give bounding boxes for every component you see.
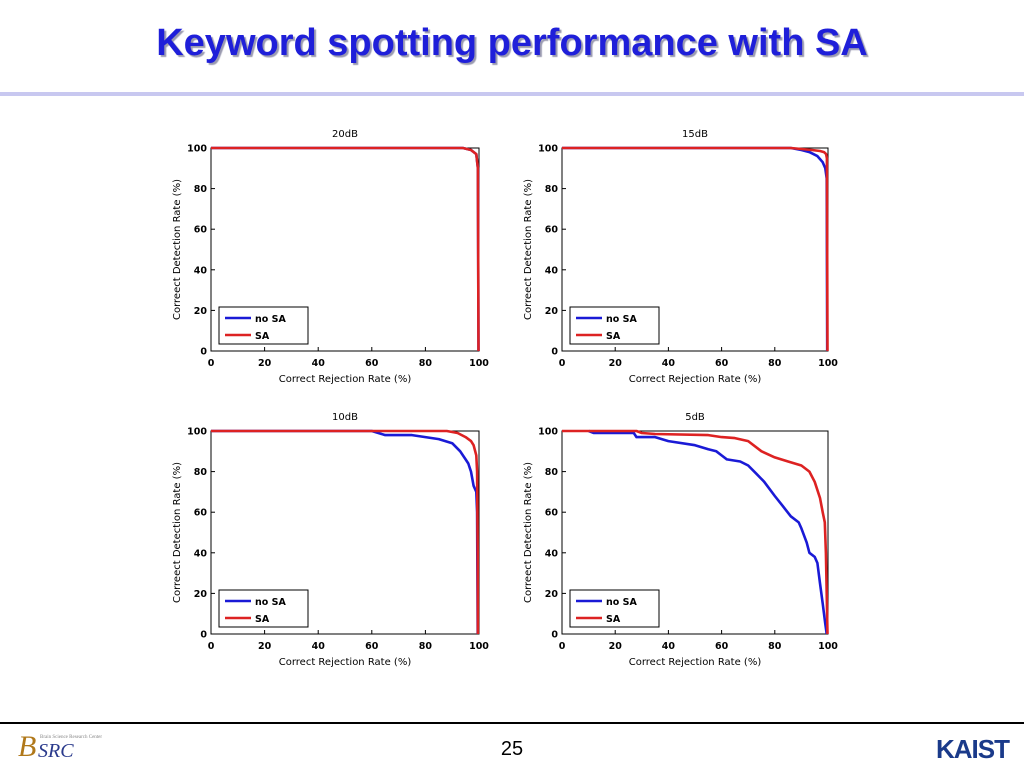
x-tick-label: 0 — [559, 641, 566, 652]
y-tick-label: 100 — [187, 427, 207, 438]
legend-label: SA — [255, 331, 270, 342]
chart-panel-10db: 0 20 40 60 80 100 0 20 40 60 80 100 10dB Correct Reje… — [172, 412, 489, 668]
y-tick-label: 0 — [551, 347, 558, 358]
x-tick-label: 80 — [419, 641, 433, 652]
x-tick-label: 20 — [609, 641, 623, 652]
legend-label: no SA — [606, 597, 637, 608]
y-tick-label: 0 — [200, 347, 207, 358]
x-tick-label: 80 — [768, 358, 782, 369]
y-tick-label: 20 — [545, 306, 559, 317]
y-axis-label: Correect Detection Rate (%) — [523, 462, 534, 603]
y-tick-label: 80 — [194, 184, 208, 195]
title-divider — [0, 92, 1024, 96]
y-tick-label: 80 — [545, 467, 559, 478]
y-tick-label: 80 — [545, 184, 559, 195]
x-tick-label: 80 — [419, 358, 433, 369]
chart-panel-20db: 0 20 40 60 80 100 0 20 40 60 80 100 20dB Correct Reje… — [172, 129, 489, 385]
y-tick-label: 20 — [194, 589, 208, 600]
y-axis-label: Correect Detection Rate (%) — [523, 179, 534, 320]
x-tick-label: 20 — [258, 641, 272, 652]
y-tick-label: 40 — [545, 265, 559, 276]
x-tick-label: 20 — [609, 358, 623, 369]
x-tick-label: 20 — [258, 358, 272, 369]
legend-box — [218, 589, 309, 628]
legend-box — [569, 306, 660, 345]
x-axis-label: Correct Rejection Rate (%) — [629, 657, 762, 668]
series-line-no-sa — [211, 429, 479, 635]
x-axis-label: Correct Rejection Rate (%) — [279, 657, 412, 668]
x-axis-label: Correct Rejection Rate (%) — [279, 374, 412, 385]
x-tick-label: 0 — [208, 358, 215, 369]
x-axis-label: Correct Rejection Rate (%) — [629, 374, 762, 385]
legend-label: no SA — [255, 597, 286, 608]
chart-title: 10dB — [332, 412, 358, 423]
x-tick-label: 40 — [662, 358, 676, 369]
y-tick-label: 80 — [194, 467, 208, 478]
x-tick-label: 0 — [559, 358, 566, 369]
x-tick-label: 100 — [818, 641, 838, 652]
legend-label: SA — [606, 331, 621, 342]
y-tick-label: 0 — [551, 630, 558, 641]
x-tick-label: 60 — [365, 358, 379, 369]
footer-divider — [0, 722, 1024, 724]
x-tick-label: 100 — [469, 358, 489, 369]
series-line-sa — [211, 146, 480, 352]
y-tick-label: 100 — [538, 427, 558, 438]
y-axis-label: Correect Detection Rate (%) — [172, 179, 183, 320]
series-line-sa — [562, 146, 829, 352]
chart-panel-15db: 0 20 40 60 80 100 0 20 40 60 80 100 15dB Correct Reje… — [523, 129, 838, 385]
series-line-no-sa — [588, 429, 828, 635]
chart-grid: 0 20 40 60 80 100 0 20 40 60 80 100 20dB Correct Reje… — [172, 129, 838, 668]
y-tick-label: 60 — [194, 508, 208, 519]
legend-label: SA — [255, 614, 270, 625]
x-tick-label: 100 — [818, 358, 838, 369]
x-tick-label: 40 — [312, 641, 326, 652]
series-line-sa — [211, 429, 480, 635]
chart-title: 20dB — [332, 129, 358, 140]
slide-title: Keyword spotting performance with SA — [156, 22, 868, 64]
legend-box — [569, 589, 660, 628]
x-tick-label: 60 — [715, 358, 729, 369]
legend-label: no SA — [255, 314, 286, 325]
page-number: 25 — [500, 738, 524, 760]
y-tick-label: 100 — [538, 144, 558, 155]
y-tick-label: 100 — [187, 144, 207, 155]
x-tick-label: 40 — [662, 641, 676, 652]
bsrc-logo-caption: Brain Science Research Center — [40, 735, 103, 740]
x-tick-label: 80 — [768, 641, 782, 652]
series-line-sa — [562, 429, 829, 635]
x-tick-label: 100 — [469, 641, 489, 652]
chart-panel-5db: 0 20 40 60 80 100 0 20 40 60 80 100 5dB Correct Rejec… — [523, 412, 838, 668]
legend-label: SA — [606, 614, 621, 625]
chart-title: 5dB — [685, 412, 705, 423]
y-tick-label: 40 — [194, 265, 208, 276]
x-tick-label: 40 — [312, 358, 326, 369]
kaist-logo: KAIST — [936, 734, 1010, 764]
y-tick-label: 20 — [194, 306, 208, 317]
y-tick-label: 60 — [194, 225, 208, 236]
legend-label: no SA — [606, 314, 637, 325]
y-tick-label: 40 — [545, 548, 559, 559]
y-axis-label: Correect Detection Rate (%) — [172, 462, 183, 603]
legend-box — [218, 306, 309, 345]
bsrc-logo: B Brain Science Research Center SRC — [18, 730, 103, 763]
chart-title: 15dB — [682, 129, 708, 140]
x-tick-label: 0 — [208, 641, 215, 652]
x-tick-label: 60 — [365, 641, 379, 652]
x-tick-label: 60 — [715, 641, 729, 652]
y-tick-label: 0 — [200, 630, 207, 641]
y-tick-label: 60 — [545, 225, 559, 236]
y-tick-label: 60 — [545, 508, 559, 519]
y-tick-label: 40 — [194, 548, 208, 559]
y-tick-label: 20 — [545, 589, 559, 600]
